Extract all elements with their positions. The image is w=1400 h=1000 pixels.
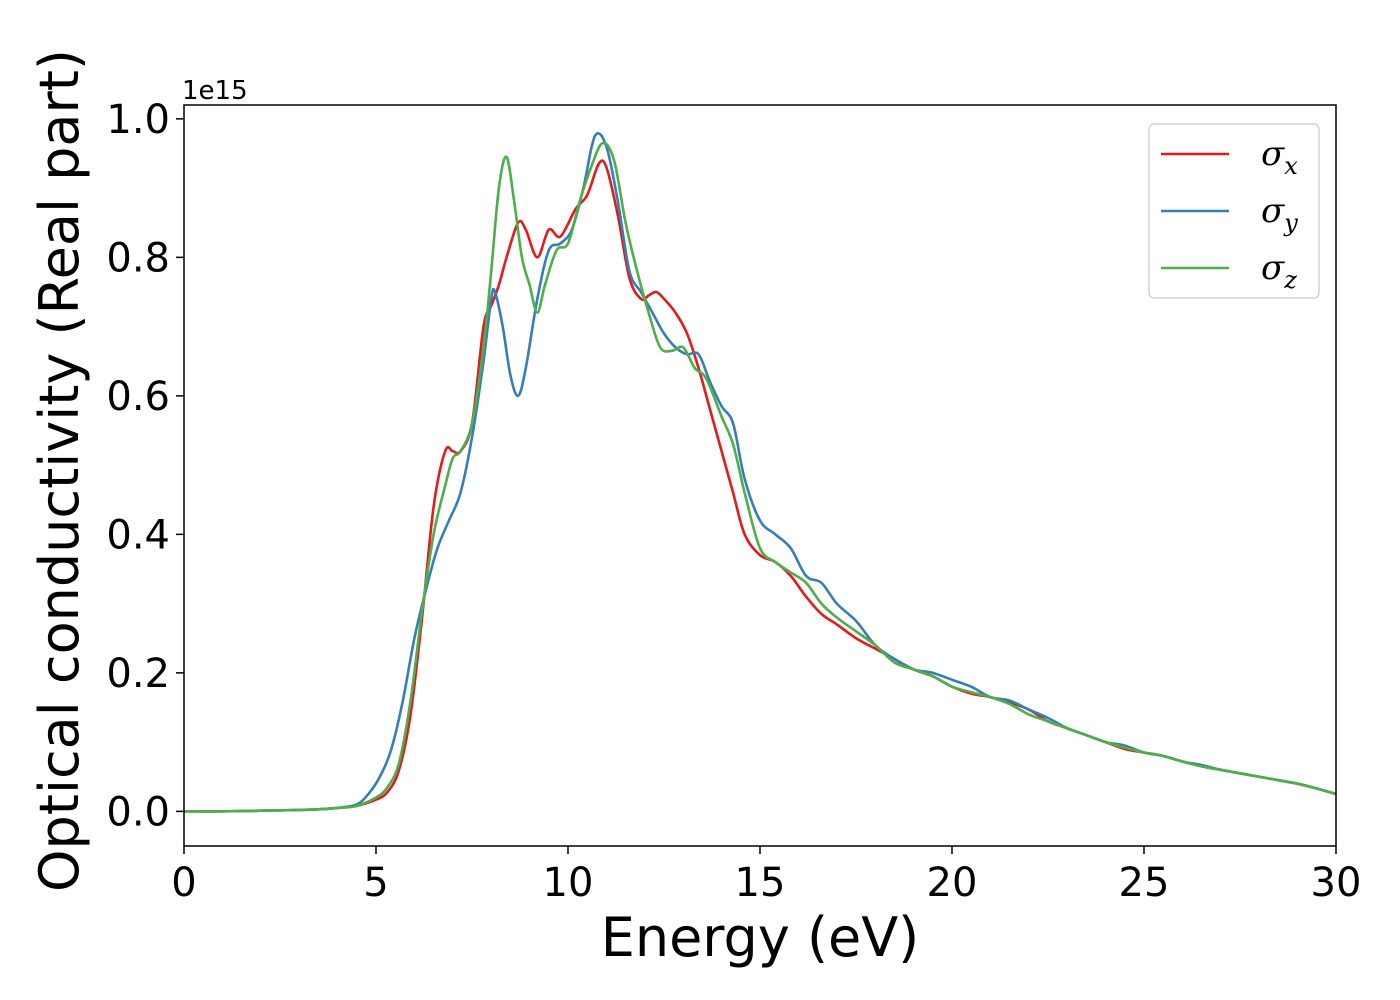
legend-entry-x: σx xyxy=(1161,134,1298,180)
x-tick-label: 5 xyxy=(363,860,388,906)
y-tick-label: 0.0 xyxy=(106,789,170,835)
y-tick-label: 0.8 xyxy=(106,235,170,281)
x-axis-label: Energy (eV) xyxy=(601,906,920,969)
x-tick-label: 10 xyxy=(543,860,594,906)
x-tick-label: 30 xyxy=(1311,860,1362,906)
legend-label: σz xyxy=(1261,248,1297,294)
legend-entry-z: σz xyxy=(1161,248,1297,294)
x-axis-ticks: 0 5 10 15 20 25 30 xyxy=(171,846,1361,906)
legend-entry-y: σy xyxy=(1161,191,1298,237)
y-tick-label: 0.2 xyxy=(106,651,170,697)
legend: σx σy σz xyxy=(1148,123,1320,299)
y-tick-label: 1.0 xyxy=(106,97,170,143)
y-offset-label: 1e15 xyxy=(182,76,248,106)
legend-label: σx xyxy=(1261,134,1298,180)
y-axis-ticks: 0.0 0.2 0.4 0.6 0.8 1.0 xyxy=(106,97,184,835)
x-tick-label: 25 xyxy=(1119,860,1170,906)
y-tick-label: 0.6 xyxy=(106,374,170,420)
legend-box xyxy=(1148,123,1320,299)
plot-lines xyxy=(184,132,1336,813)
y-tick-label: 0.4 xyxy=(106,512,170,558)
x-tick-label: 0 xyxy=(171,860,196,906)
x-tick-label: 20 xyxy=(927,860,978,906)
y-axis-label: Optical conductivity (Real part) xyxy=(28,49,91,892)
x-tick-label: 15 xyxy=(735,860,786,906)
legend-label: σy xyxy=(1261,191,1298,237)
series-line-z xyxy=(184,141,1336,813)
